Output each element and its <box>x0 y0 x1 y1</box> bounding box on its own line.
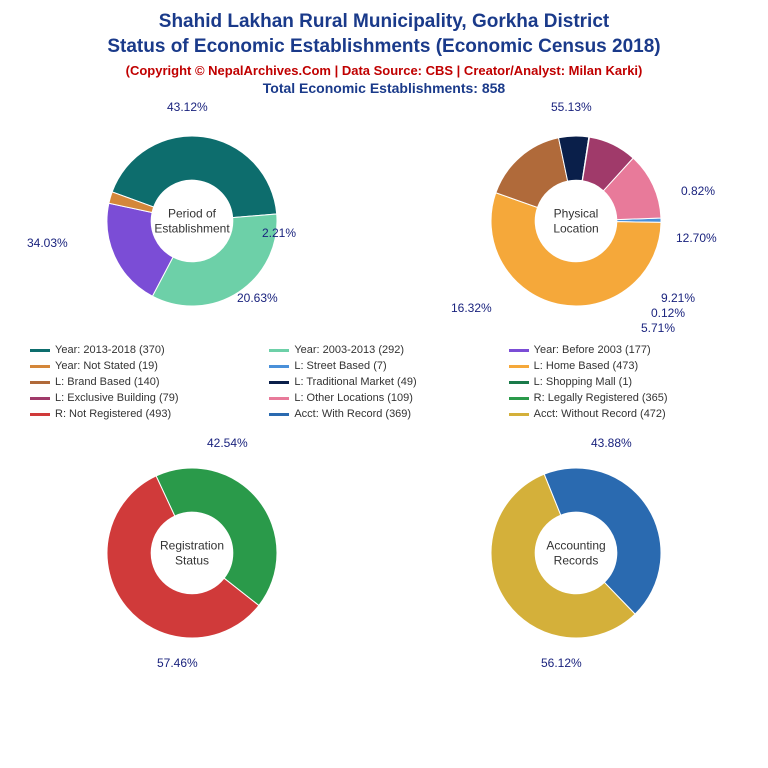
legend-label: L: Traditional Market (49) <box>294 376 416 388</box>
legend-item: Year: Not Stated (19) <box>30 360 259 372</box>
legend-swatch <box>30 381 50 384</box>
pct-label: 2.21% <box>262 226 296 240</box>
legend-label: L: Brand Based (140) <box>55 376 160 388</box>
legend-item: Acct: Without Record (472) <box>509 408 738 420</box>
pct-label: 43.12% <box>167 100 208 114</box>
pct-label: 55.13% <box>551 100 592 114</box>
legend-item: Year: Before 2003 (177) <box>509 344 738 356</box>
legend-item: R: Not Registered (493) <box>30 408 259 420</box>
legend-label: Year: 2003-2013 (292) <box>294 344 404 356</box>
donut-slice <box>156 468 277 605</box>
legend-item: L: Shopping Mall (1) <box>509 376 738 388</box>
legend-swatch <box>30 397 50 400</box>
legend-label: Year: Before 2003 (177) <box>534 344 651 356</box>
pct-label: 43.88% <box>591 436 632 450</box>
location-chart: Physical Location55.13%0.82%12.70%9.21%0… <box>401 106 751 336</box>
legend-label: L: Exclusive Building (79) <box>55 392 179 404</box>
legend-item: L: Traditional Market (49) <box>269 376 498 388</box>
pct-label: 56.12% <box>541 656 582 670</box>
legend-label: L: Home Based (473) <box>534 360 639 372</box>
legend-label: L: Street Based (7) <box>294 360 386 372</box>
legend-label: R: Not Registered (493) <box>55 408 171 420</box>
legend: Year: 2013-2018 (370) Year: 2003-2013 (29… <box>0 336 768 428</box>
legend-swatch <box>509 397 529 400</box>
legend-label: R: Legally Registered (365) <box>534 392 668 404</box>
legend-item: R: Legally Registered (365) <box>509 392 738 404</box>
legend-label: Year: 2013-2018 (370) <box>55 344 165 356</box>
legend-swatch <box>509 365 529 368</box>
legend-item: Year: 2013-2018 (370) <box>30 344 259 356</box>
pct-label: 5.71% <box>641 321 675 335</box>
legend-item: L: Exclusive Building (79) <box>30 392 259 404</box>
legend-label: L: Other Locations (109) <box>294 392 413 404</box>
donut-slice <box>496 138 568 208</box>
legend-item: L: Home Based (473) <box>509 360 738 372</box>
legend-label: L: Shopping Mall (1) <box>534 376 632 388</box>
legend-item: Year: 2003-2013 (292) <box>269 344 498 356</box>
copyright-text: (Copyright © NepalArchives.Com | Data So… <box>0 63 768 78</box>
legend-swatch <box>269 413 289 416</box>
legend-swatch <box>269 397 289 400</box>
pct-label: 42.54% <box>207 436 248 450</box>
legend-swatch <box>269 381 289 384</box>
charts-row-bottom: Registration Status 42.54% 57.46% Accounti… <box>0 438 768 668</box>
legend-swatch <box>30 349 50 352</box>
chart-title: Shahid Lakhan Rural Municipality, Gorkha… <box>0 0 768 59</box>
legend-swatch <box>509 413 529 416</box>
legend-item: Acct: With Record (369) <box>269 408 498 420</box>
legend-swatch <box>269 349 289 352</box>
pct-label: 20.63% <box>237 291 278 305</box>
pct-label: 9.21% <box>661 291 695 305</box>
legend-swatch <box>30 413 50 416</box>
legend-label: Acct: Without Record (472) <box>534 408 666 420</box>
pct-label: 34.03% <box>27 236 68 250</box>
legend-label: Year: Not Stated (19) <box>55 360 158 372</box>
pct-label: 16.32% <box>451 301 492 315</box>
pct-label: 0.82% <box>681 184 715 198</box>
chart-center-label: Accounting Records <box>531 539 621 568</box>
legend-swatch <box>509 381 529 384</box>
legend-item: L: Street Based (7) <box>269 360 498 372</box>
pct-label: 12.70% <box>676 231 717 245</box>
registration-chart: Registration Status 42.54% 57.46% <box>17 438 367 668</box>
legend-swatch <box>509 349 529 352</box>
legend-label: Acct: With Record (369) <box>294 408 411 420</box>
pct-label: 57.46% <box>157 656 198 670</box>
accounting-chart: Accounting Records 43.88% 56.12% <box>401 438 751 668</box>
period-chart: Period of Establishment43.12%34.03%20.63… <box>17 106 367 336</box>
legend-swatch <box>30 365 50 368</box>
legend-item: L: Brand Based (140) <box>30 376 259 388</box>
legend-swatch <box>269 365 289 368</box>
legend-item: L: Other Locations (109) <box>269 392 498 404</box>
total-text: Total Economic Establishments: 858 <box>0 80 768 96</box>
pct-label: 0.12% <box>651 306 685 320</box>
charts-row-top: Period of Establishment43.12%34.03%20.63… <box>0 106 768 336</box>
chart-center-label: Registration Status <box>147 539 237 568</box>
chart-center-label: Physical Location <box>531 207 621 236</box>
chart-center-label: Period of Establishment <box>147 207 237 236</box>
